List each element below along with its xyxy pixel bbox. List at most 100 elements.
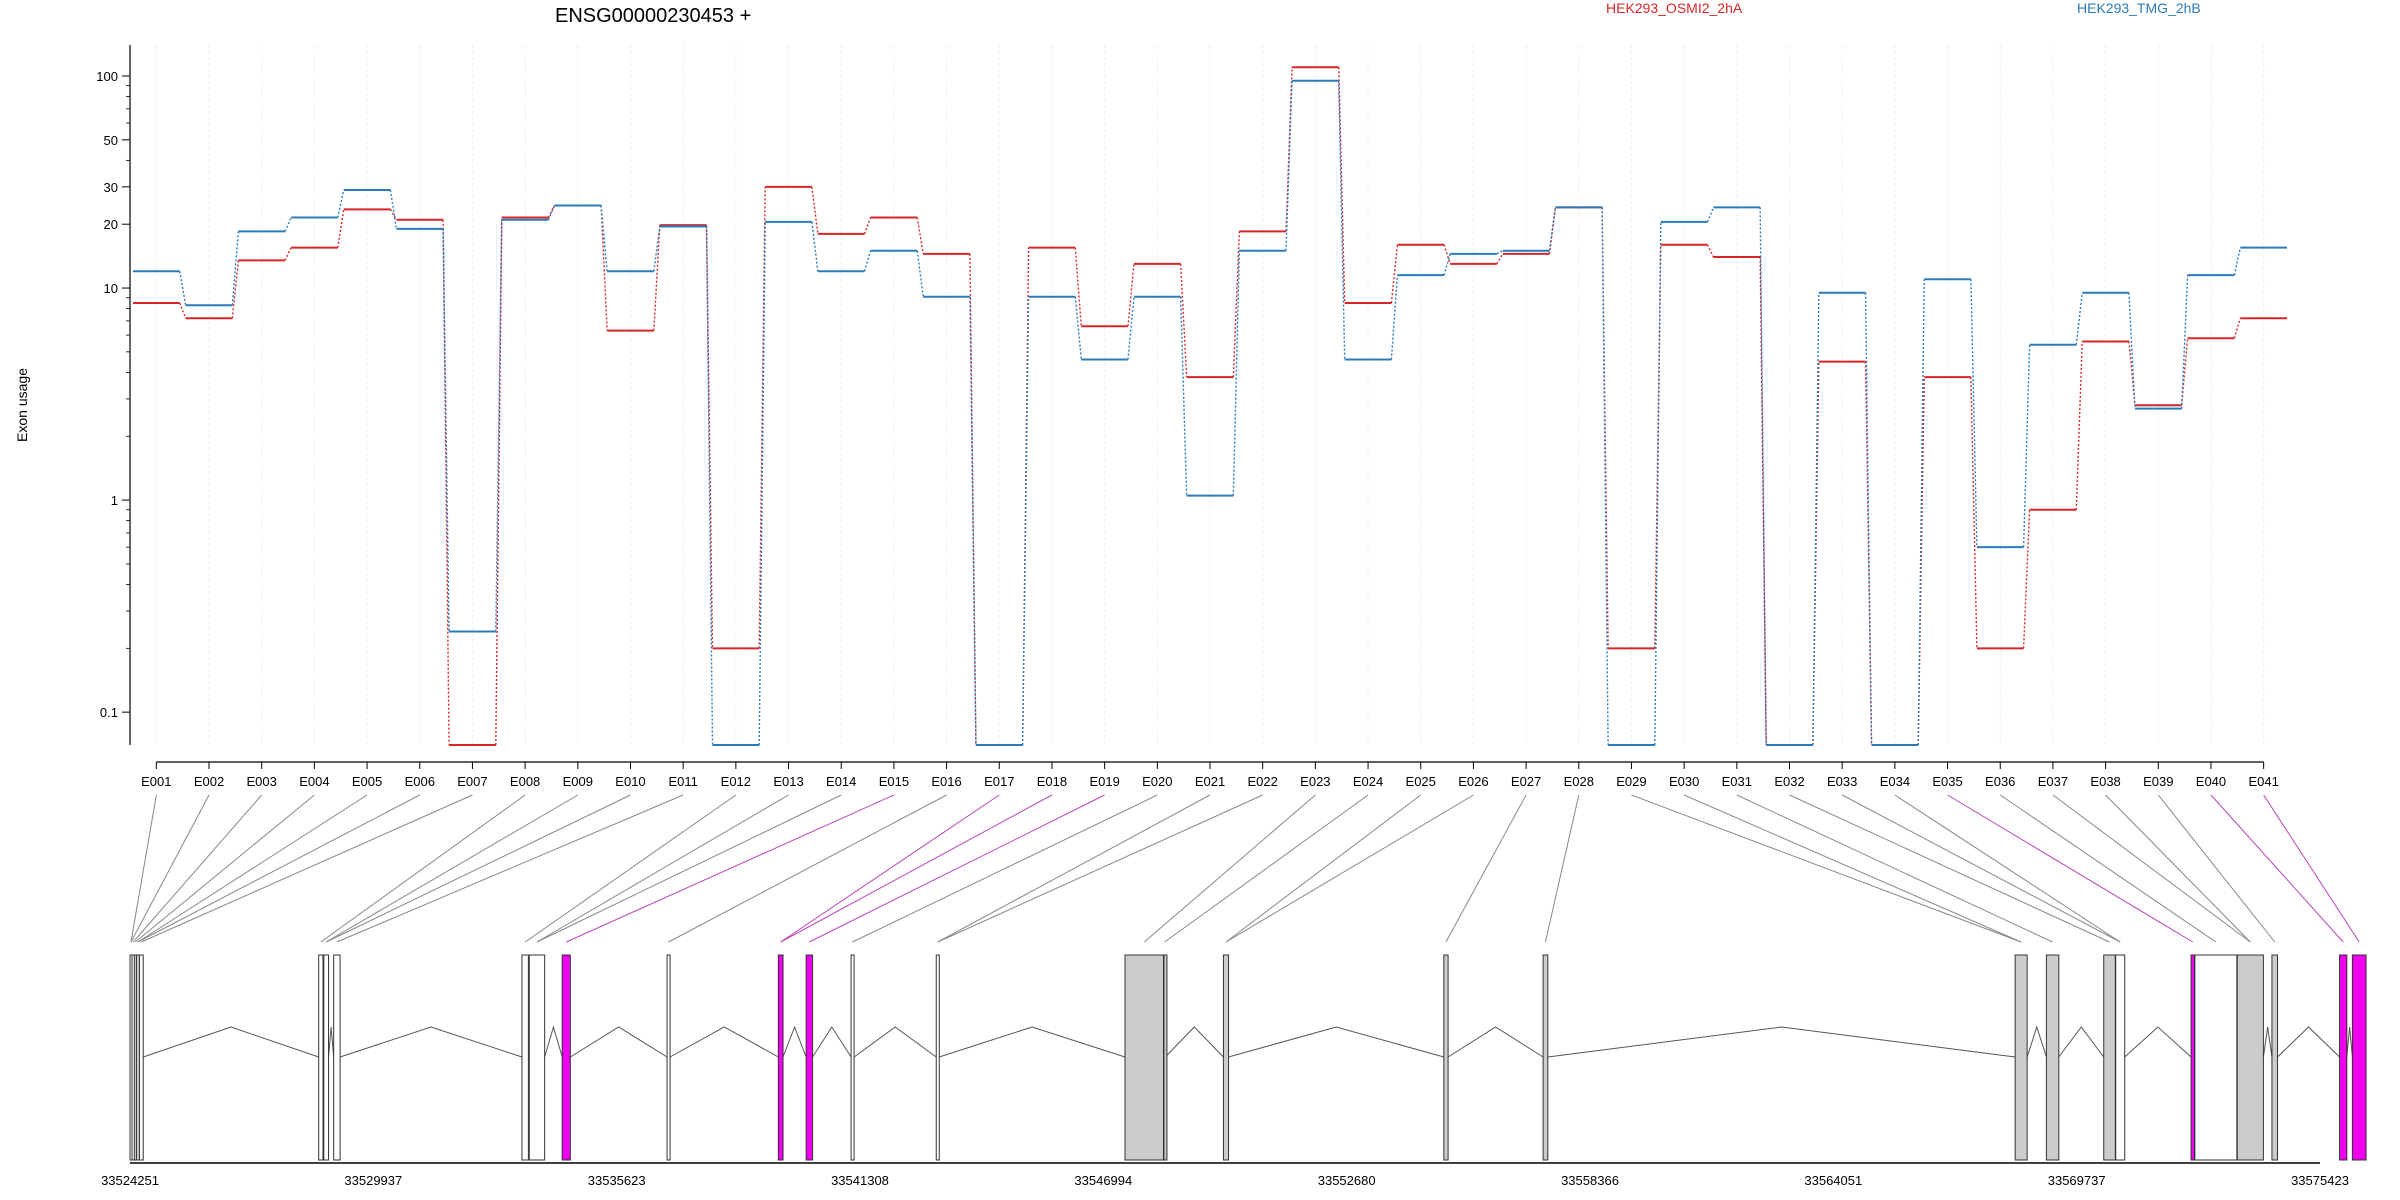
series-connector: [811, 221, 819, 272]
exon-box: [561, 954, 571, 1161]
series-connector: [2022, 509, 2031, 649]
exon-connector: [130, 794, 210, 943]
exon-connector: [325, 794, 579, 943]
series-connector: [969, 296, 977, 746]
exon-box: [1542, 954, 1549, 1161]
series-connector: [495, 219, 503, 632]
exon-connector: [937, 794, 1263, 943]
series-1: [133, 66, 2287, 746]
series-connector: [1917, 279, 1925, 746]
series-connector: [547, 205, 556, 220]
series-connector: [1443, 244, 1451, 265]
exon-connector: [780, 794, 1053, 943]
exon-connector: [1143, 794, 1316, 943]
exon-box: [2339, 954, 2348, 1161]
series-lines: [133, 66, 2287, 746]
genomic-tick-label: 33575423: [2291, 1173, 2349, 1188]
series-connector: [2180, 338, 2189, 406]
exon-box: [2014, 954, 2028, 1161]
intron-line: [1447, 1026, 1544, 1058]
exon-connector: [137, 794, 420, 943]
series-connector: [337, 209, 345, 248]
series-connector: [1654, 221, 1662, 746]
genomic-tick-label: 33546994: [1074, 1173, 1132, 1188]
exon-box: [2190, 954, 2195, 1161]
x-tick-label: E033: [1827, 774, 1857, 789]
series-connector: [1706, 244, 1715, 258]
x-tick-label: E032: [1774, 774, 1804, 789]
y-tick-label: 1: [111, 493, 118, 508]
intron-line: [939, 1026, 1126, 1058]
y-tick-label: 10: [104, 281, 118, 296]
exon-connector: [536, 794, 789, 943]
exon-connector: [2157, 794, 2276, 943]
series-connector: [1179, 296, 1188, 496]
intron-line: [2346, 1026, 2353, 1058]
genomic-axis: 33524251 33529937 33535623 33541308 33546994…: [101, 1162, 2349, 1188]
intron-line: [782, 1025, 807, 1058]
y-tick-label: 0.1: [100, 705, 118, 720]
exon-connector: [320, 794, 526, 943]
exon-box: [2271, 954, 2279, 1161]
x-tick-label: E024: [1353, 774, 1383, 789]
x-tick-label: E016: [931, 774, 961, 789]
exon-connector: [325, 794, 631, 943]
x-tick-label: E011: [668, 774, 697, 789]
x-tick-label: E023: [1300, 774, 1330, 789]
series-connector: [178, 271, 187, 306]
series-connector: [1338, 80, 1346, 360]
series-connector: [653, 226, 661, 272]
exon-connector: [1631, 794, 2022, 943]
series-connector: [600, 205, 608, 272]
x-tick-label: E028: [1564, 774, 1594, 789]
intron-line: [1228, 1026, 1444, 1058]
exon-box: [666, 954, 671, 1161]
exon-box: [318, 954, 324, 1161]
exon-connector: [1225, 794, 1474, 943]
y-axis: 0.1 1 10 20 30 50 100: [96, 45, 131, 745]
x-tick-label: E038: [2090, 774, 2120, 789]
exon-box: [805, 954, 814, 1161]
series-connector: [2075, 341, 2083, 510]
intron-line: [2026, 1025, 2047, 1058]
x-tick-label: E010: [615, 774, 645, 789]
series-connector: [600, 205, 608, 331]
exon-connector: [1164, 794, 1369, 943]
series-connector: [1496, 250, 1504, 255]
series-connector: [1127, 296, 1135, 360]
exon-connector: [1999, 794, 2217, 943]
exon-box: [323, 954, 330, 1161]
y-axis-title: Exon usage: [14, 368, 30, 442]
series-connector: [705, 226, 714, 746]
x-tick-label: E019: [1089, 774, 1119, 789]
gene-model: [129, 954, 2367, 1161]
exon-connector: [1894, 794, 2121, 943]
series-2: [133, 79, 2287, 746]
series-connector: [1601, 207, 1609, 746]
series-connector: [495, 217, 503, 746]
intron-line: [339, 1026, 523, 1058]
exon-box: [138, 954, 144, 1161]
x-tick-label: E034: [1880, 774, 1910, 789]
series-connector: [1285, 80, 1293, 251]
x-tick-label: E029: [1616, 774, 1646, 789]
exon-box: [2115, 954, 2126, 1161]
series-connector: [916, 217, 924, 254]
series-connector: [1390, 275, 1399, 360]
series-connector: [1917, 377, 1925, 746]
exon-connector: [130, 794, 157, 943]
x-tick-label: E026: [1458, 774, 1488, 789]
exon-connector: [536, 794, 842, 943]
exon-box: [333, 954, 341, 1161]
intron-line: [812, 1026, 852, 1058]
chart-title: ENSG00000230453 +: [555, 5, 751, 27]
series-connector: [442, 228, 450, 632]
series-connector: [1021, 296, 1030, 746]
legend-series-1: HEK293_OSMI2_2hA: [1606, 0, 1743, 16]
exon-connector: [1841, 794, 2121, 943]
genomic-tick-label: 33529937: [344, 1173, 402, 1188]
exon-connector: [1544, 794, 1580, 943]
series-connector: [1812, 292, 1820, 746]
exon-box: [935, 954, 940, 1161]
